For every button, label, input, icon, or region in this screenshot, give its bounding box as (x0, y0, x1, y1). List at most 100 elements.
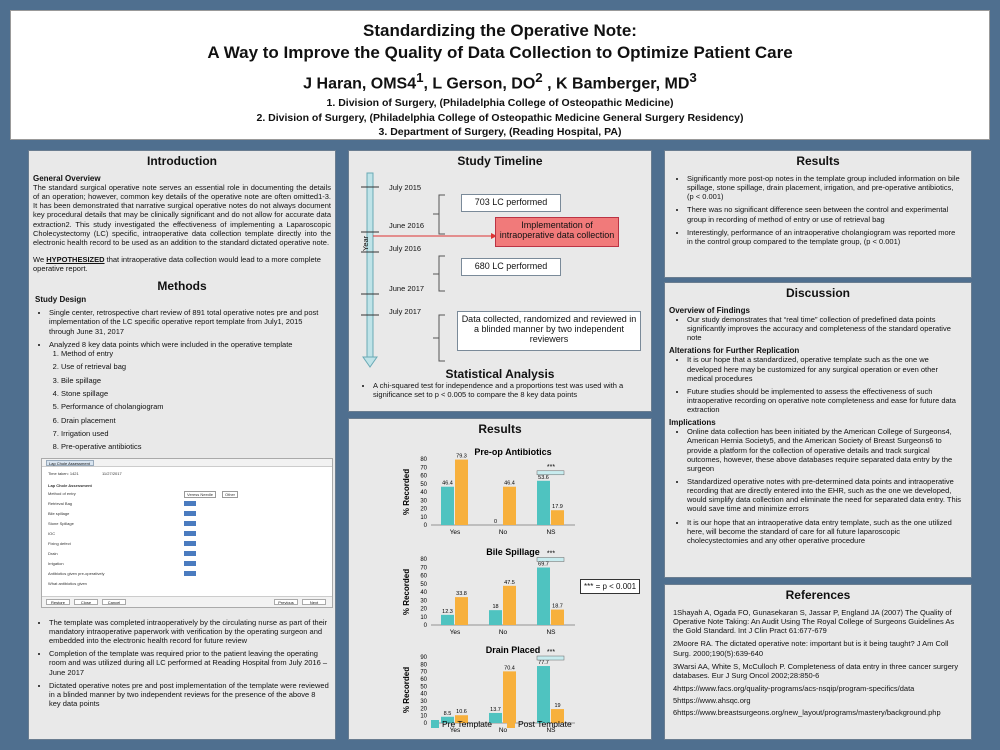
alterations-heading: Alterations for Further Replication (669, 346, 800, 356)
significance-bracket (536, 655, 565, 661)
y-tick-label: 50 (420, 582, 427, 588)
bar-pre (537, 666, 550, 723)
poster-title-line1: Standardizing the Operative Note: (363, 21, 637, 40)
x-tick-label: No (499, 529, 508, 536)
significance-marker: *** (547, 464, 555, 471)
data-label: 46.4 (504, 481, 515, 487)
timeline-box-review: Data collected, randomized and reviewed … (457, 311, 641, 351)
references-panel: References 1Shayah A, Ogada FO, Gunaseka… (664, 584, 972, 740)
data-label: 10.6 (456, 709, 467, 715)
y-tick-label: 0 (424, 623, 428, 629)
timeline-box-703: 703 LC performed (461, 194, 561, 212)
bar-pre (489, 712, 502, 723)
y-tick-label: 80 (420, 557, 427, 563)
template-screenshot: Lap Chole Assessment Time taken: 1421 11… (41, 457, 333, 608)
implications-bullet-1: Online data collection has been initiate… (687, 427, 963, 473)
y-tick-label: 30 (420, 699, 427, 705)
bar-post (455, 715, 468, 723)
timeline-axis (366, 172, 374, 360)
timeline-panel: Study Timeline Year July 2015 June 2016 … (348, 150, 652, 412)
data-label: 12.3 (442, 609, 453, 615)
stats-title: Statistical Analysis (445, 367, 555, 381)
y-tick-label: 10 (420, 714, 427, 720)
data-label: 19 (554, 703, 560, 709)
timeline-title: Study Timeline (457, 154, 543, 168)
intro-methods-panel: Introduction General Overview The standa… (28, 150, 336, 740)
legend-label-post: Post Template (518, 719, 572, 729)
y-tick-label: 90 (420, 655, 427, 661)
date-june2016: June 2016 (389, 221, 425, 230)
data-label: 13.7 (490, 707, 501, 713)
timeline-axis-label: Year (361, 235, 370, 251)
date-july2016: July 2016 (389, 244, 422, 253)
chart-title: Bile Spillage (486, 547, 540, 557)
significance-marker: *** (547, 550, 555, 557)
data-point: Irrigation used (61, 429, 329, 438)
y-tick-label: 70 (420, 465, 427, 471)
y-axis-label: % Recorded (402, 569, 411, 615)
significance-marker: *** (547, 649, 555, 656)
y-tick-label: 20 (420, 507, 427, 513)
methods-title: Methods (157, 279, 207, 294)
data-label: 70.4 (504, 665, 515, 671)
y-tick-label: 40 (420, 692, 427, 698)
y-tick-label: 70 (420, 670, 427, 676)
affiliation-1: 1. Division of Surgery, (Philadelphia Co… (326, 97, 674, 110)
reference-3: 3Warsi AA, White S, McCulloch P. Complet… (673, 661, 959, 680)
date-june2017: June 2017 (389, 284, 425, 293)
x-tick-label: Yes (450, 529, 461, 536)
x-tick-label: Yes (450, 727, 461, 733)
y-tick-label: 30 (420, 598, 427, 604)
hypothesis: We HYPOTHESIZED that intraoperative data… (33, 254, 321, 274)
data-label: 0 (494, 519, 497, 525)
results-panel: Results Significantly more post-op notes… (664, 150, 972, 278)
poster-header: Standardizing the Operative Note: A Way … (10, 10, 990, 140)
data-label: 53.6 (538, 475, 549, 481)
data-label: 79.3 (456, 454, 467, 460)
methods-bullet-5: Dictated operative notes pre and post im… (49, 681, 329, 708)
y-tick-label: 10 (420, 515, 427, 521)
bar-post (503, 585, 516, 625)
author-2: L Gerson, DO (432, 75, 536, 93)
bar-pre (537, 567, 550, 625)
results-right-title: Results (796, 154, 840, 168)
legend-swatch-post (507, 720, 515, 728)
screenshot-tab: Lap Chole Assessment (46, 459, 94, 466)
bar-pre (537, 480, 550, 525)
affiliation-2: 2. Division of Surgery, (Philadelphia Co… (256, 111, 744, 124)
chart-title: Pre-op Antibiotics (474, 447, 551, 457)
poster-title-line2: A Way to Improve the Quality of Data Col… (207, 43, 793, 62)
y-tick-label: 60 (420, 677, 427, 683)
results-charts: Pre-op Antibiotics% Recorded010203040506… (402, 447, 575, 733)
references-title: References (785, 588, 851, 602)
significance-bracket (536, 470, 565, 476)
y-tick-label: 10 (420, 615, 427, 621)
data-label: 46.4 (442, 481, 453, 487)
methods-bullet-3: The template was completed intraoperativ… (49, 618, 329, 645)
methods-bullet-4: Completion of the template was required … (49, 649, 329, 676)
data-point: Stone spillage (61, 389, 329, 398)
results-bullet-1: Significantly more post-op notes in the … (687, 174, 961, 201)
y-tick-label: 30 (420, 498, 427, 504)
overview-text: The standard surgical operative note ser… (33, 183, 331, 247)
data-point: Method of entry (61, 349, 329, 358)
bar-post (551, 609, 564, 625)
bracket-3 (433, 314, 445, 362)
reference-2: 2Moore RA. The dictated operative note: … (673, 639, 949, 658)
chart-title: Drain Placed (486, 645, 541, 655)
bracket-2 (433, 255, 445, 292)
intro-title: Introduction (147, 154, 217, 168)
data-label: 33.8 (456, 591, 467, 597)
y-tick-label: 50 (420, 684, 427, 690)
results-center-title: Results (478, 422, 522, 436)
y-tick-label: 40 (420, 490, 427, 496)
y-axis-label: % Recorded (402, 667, 411, 713)
data-label: 18.7 (552, 604, 563, 610)
bar-pre (441, 716, 454, 723)
y-tick-label: 0 (424, 721, 428, 727)
y-tick-label: 80 (420, 662, 427, 668)
date-july2017: July 2017 (389, 307, 422, 316)
bar-post (551, 510, 564, 525)
timeline-arrow (362, 356, 378, 368)
data-label: 77.7 (538, 660, 549, 666)
